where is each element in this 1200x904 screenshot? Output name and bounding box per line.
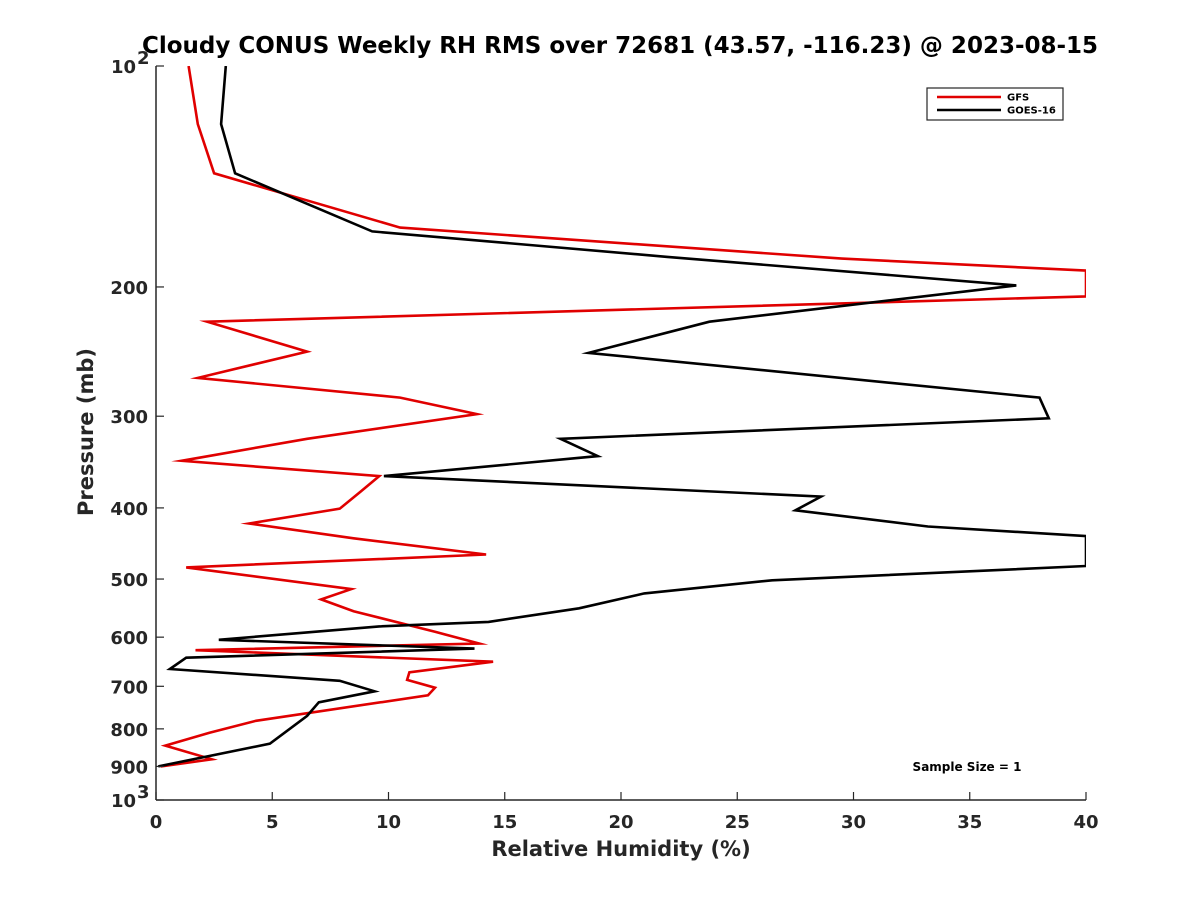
y-axis-label: Pressure (mb): [74, 348, 98, 516]
legend-entry-label: GFS: [1007, 93, 1029, 104]
y-tick-exponent: 3: [137, 782, 150, 803]
x-tick-label: 25: [725, 812, 750, 833]
y-tick-label: 200: [110, 278, 148, 299]
y-tick-exponent: 2: [137, 48, 150, 69]
x-tick-label: 10: [376, 812, 401, 833]
x-tick-label: 30: [841, 812, 866, 833]
legend: GFS GOES-16: [926, 87, 1064, 121]
y-tick-label: 800: [110, 720, 148, 741]
y-tick-label: 300: [110, 407, 148, 428]
series-line-goes-16: [158, 66, 1086, 768]
y-tick-label: 400: [110, 499, 148, 520]
x-tick-label: 20: [608, 812, 633, 833]
y-tick-label: 900: [110, 757, 148, 778]
legend-box: [926, 87, 1064, 121]
y-tick-label: 10: [111, 791, 136, 812]
y-tick-label: 600: [110, 628, 148, 649]
sample-size-annotation: Sample Size = 1: [913, 760, 1022, 774]
x-tick-label: 5: [266, 812, 279, 833]
y-tick-label: 500: [110, 570, 148, 591]
legend-entry-label: GOES-16: [1007, 106, 1056, 117]
series-line-gfs: [160, 66, 1086, 768]
x-tick-label: 40: [1073, 812, 1098, 833]
series-layer: [158, 66, 1086, 768]
y-tick-label: 700: [110, 677, 148, 698]
x-tick-label: 0: [150, 812, 163, 833]
y-tick-label: 10: [111, 57, 136, 78]
x-tick-label: 35: [957, 812, 982, 833]
x-axis-label: Relative Humidity (%): [491, 837, 750, 861]
chart-title: Cloudy CONUS Weekly RH RMS over 72681 (4…: [142, 33, 1098, 59]
x-tick-label: 15: [492, 812, 517, 833]
